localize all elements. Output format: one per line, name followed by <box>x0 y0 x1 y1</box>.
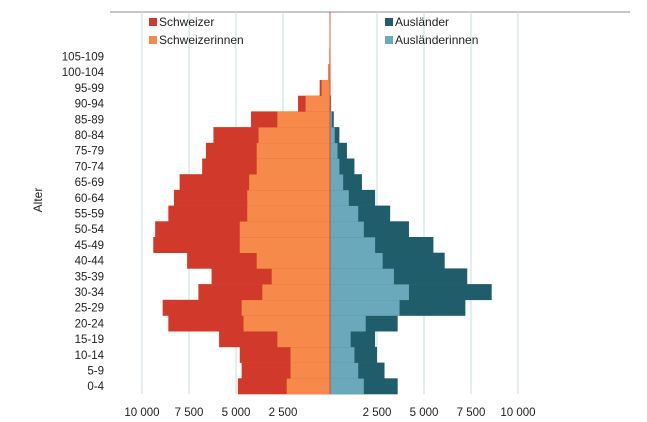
legend-swatch-schweizer <box>149 18 157 26</box>
y-tick-label: 70-74 <box>75 161 105 173</box>
y-tick-label: 50-54 <box>75 224 105 236</box>
legend-label-auslaender: Ausländer <box>395 15 449 29</box>
bar-auslaenderinnen-60-64 <box>330 189 349 206</box>
bar-auslaenderinnen-30-34 <box>330 284 409 301</box>
legend-left: Schweizer Schweizerinnen <box>149 15 244 47</box>
bar-auslaenderinnen-65-69 <box>330 174 344 191</box>
y-tick-label: 20-24 <box>75 318 105 330</box>
x-tick-label-left: 5 000 <box>222 407 251 419</box>
x-tick-label-left: 2 500 <box>269 407 298 419</box>
bar-schweizerinnen-45-49 <box>239 237 330 253</box>
bar-auslaenderinnen-50-54 <box>330 221 364 238</box>
bar-auslaenderinnen-15-19 <box>330 331 351 348</box>
y-tick-label: 10-14 <box>75 350 105 362</box>
y-tick-label: 35-39 <box>75 271 104 283</box>
y-tick-label: 100-104 <box>62 67 105 79</box>
bar-auslaenderinnen-80-84 <box>330 127 335 144</box>
y-tick-label: 30-34 <box>75 287 105 299</box>
bar-auslaenderinnen-10-14 <box>330 346 355 363</box>
y-tick-label: 55-59 <box>75 208 104 220</box>
bars-group <box>153 12 492 395</box>
bar-schweizerinnen-0-4 <box>286 378 330 395</box>
y-tick-label: 75-79 <box>75 146 104 158</box>
y-tick-label: 15-19 <box>75 334 104 346</box>
y-tick-label: 90-94 <box>75 99 105 111</box>
bar-auslaenderinnen-35-39 <box>330 268 394 285</box>
bar-schweizerinnen-85-89 <box>277 111 330 128</box>
bar-schweizerinnen-65-69 <box>249 174 330 191</box>
y-tick-label: 105-109 <box>62 51 104 63</box>
bar-schweizerinnen-90-94 <box>305 95 330 112</box>
legend-label-schweizerinnen: Schweizerinnen <box>159 33 244 47</box>
bar-schweizerinnen-80-84 <box>258 127 330 144</box>
x-tick-label-right: 7 500 <box>457 407 486 419</box>
bar-schweizerinnen-100-104 <box>328 64 330 81</box>
x-tick-label-right: 5 000 <box>410 407 439 419</box>
y-tick-label: 0-4 <box>87 381 104 393</box>
bar-schweizerinnen-5-9 <box>290 362 330 379</box>
y-tick-label: 60-64 <box>75 193 105 205</box>
x-tick-label-right: 10 000 <box>500 407 535 419</box>
bar-schweizerinnen-15-19 <box>277 331 330 348</box>
y-tick-label: 25-29 <box>75 303 104 315</box>
bar-auslaenderinnen-45-49 <box>330 237 376 253</box>
legend-swatch-auslaender <box>385 18 393 26</box>
y-tick-label: 5-9 <box>87 365 104 377</box>
bar-schweizerinnen-30-34 <box>262 284 330 301</box>
bar-schweizerinnen-60-64 <box>247 189 330 206</box>
x-tick-label-right: 2 500 <box>363 407 392 419</box>
x-tick-label-left: 7 500 <box>175 407 204 419</box>
legend-label-auslaenderinnen: Ausländerinnen <box>395 33 478 47</box>
y-axis-title: Alter <box>31 188 45 213</box>
bar-schweizerinnen-70-74 <box>256 158 330 175</box>
legend-right: Ausländer Ausländerinnen <box>385 15 478 47</box>
y-tick-label: 95-99 <box>75 83 104 95</box>
y-tick-label: 80-84 <box>75 130 105 142</box>
y-tick-label: 45-49 <box>75 240 104 252</box>
bar-auslaenderinnen-20-24 <box>330 315 366 332</box>
bar-schweizerinnen-35-39 <box>271 268 330 285</box>
legend-label-schweizer: Schweizer <box>159 15 214 29</box>
legend-swatch-auslaenderinnen <box>385 36 393 44</box>
y-tick-label: 65-69 <box>75 177 104 189</box>
bar-schweizerinnen-50-54 <box>239 221 330 238</box>
bar-schweizerinnen-75-79 <box>256 142 330 159</box>
bar-auslaenderinnen-25-29 <box>330 299 400 316</box>
bar-schweizerinnen-10-14 <box>290 346 330 363</box>
bar-auslaenderinnen-70-74 <box>330 158 340 175</box>
bar-schweizerinnen-25-29 <box>241 299 330 316</box>
y-tick-label: 40-44 <box>75 256 105 268</box>
bar-schweizerinnen-95-99 <box>321 80 330 96</box>
x-axis-tick-labels: 10 000 7 500 5 000 2 500 2 500 5 000 7 500 10 0… <box>124 407 535 419</box>
bar-auslaenderinnen-85-89 <box>330 111 332 128</box>
bar-schweizerinnen-55-59 <box>247 205 330 222</box>
bar-auslaenderinnen-5-9 <box>330 362 359 379</box>
y-tick-label: 85-89 <box>75 114 104 126</box>
legend-swatch-schweizerinnen <box>149 36 157 44</box>
x-tick-label-left: 10 000 <box>124 407 159 419</box>
bar-auslaenderinnen-0-4 <box>330 378 364 395</box>
y-axis-tick-labels: 0-4 5-9 10-14 15-19 20-24 25-29 30-34 35-39 40-4… <box>62 51 105 393</box>
bar-schweizerinnen-40-44 <box>256 252 330 269</box>
bar-auslaenderinnen-55-59 <box>330 205 359 222</box>
bar-auslaenderinnen-75-79 <box>330 142 338 159</box>
bar-schweizerinnen-20-24 <box>243 315 330 332</box>
bar-auslaenderinnen-40-44 <box>330 252 383 269</box>
